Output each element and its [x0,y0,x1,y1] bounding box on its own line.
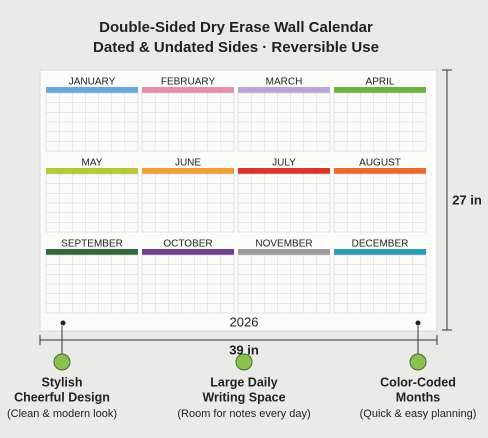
month-name: MARCH [266,77,303,88]
feature-subtitle: (Room for notes every day) [177,408,310,420]
feature-subtitle: (Clean & modern look) [7,408,117,420]
feature-marker [53,353,71,371]
month-name: OCTOBER [163,239,212,250]
month-name: AUGUST [359,158,401,169]
feature-subtitle: (Quick & easy planning) [360,408,477,420]
feature-title: Stylish [42,375,83,389]
months: JANUARY FEBRUARY MARCH APRIL MAY JUNE JULY AUGU… [45,77,427,314]
height-label: 27 in [452,192,482,207]
month-color-bar [142,87,234,93]
month-color-bar [334,168,426,174]
month-color-bar [46,87,138,93]
width-label: 39 in [229,342,259,357]
feature-title: Large Daily [210,375,277,389]
feature-title: Months [396,390,440,404]
title-line: Double-Sided Dry Erase Wall Calendar [99,19,373,36]
month-name: MAY [82,158,103,169]
month-name: SEPTEMBER [61,239,123,250]
month-color-bar [46,249,138,255]
dot [60,320,66,326]
title-line: Dated & Undated Sides · Reversible Use [93,39,379,56]
month-color-bar [334,249,426,255]
feature-marker [409,353,427,371]
dot [415,320,421,326]
month-name: JULY [272,158,296,169]
year: 2026 [230,314,259,329]
month-name: DECEMBER [352,239,409,250]
month-color-bar [334,87,426,93]
month-color-bar [142,168,234,174]
month-color-bar [238,87,330,93]
feature-title: Cheerful Design [14,390,110,404]
month-name: JUNE [175,158,201,169]
feature-title: Color-Coded [380,375,456,389]
feature-title: Writing Space [202,390,285,404]
month-name: JANUARY [69,77,116,88]
month-color-bar [238,249,330,255]
feature-marker [235,353,253,371]
month-name: FEBRUARY [161,77,216,88]
month-color-bar [142,249,234,255]
month-color-bar [46,168,138,174]
month-color-bar [238,168,330,174]
calendar-board [39,69,438,332]
month-name: NOVEMBER [255,239,312,250]
month-name: APRIL [366,77,395,88]
